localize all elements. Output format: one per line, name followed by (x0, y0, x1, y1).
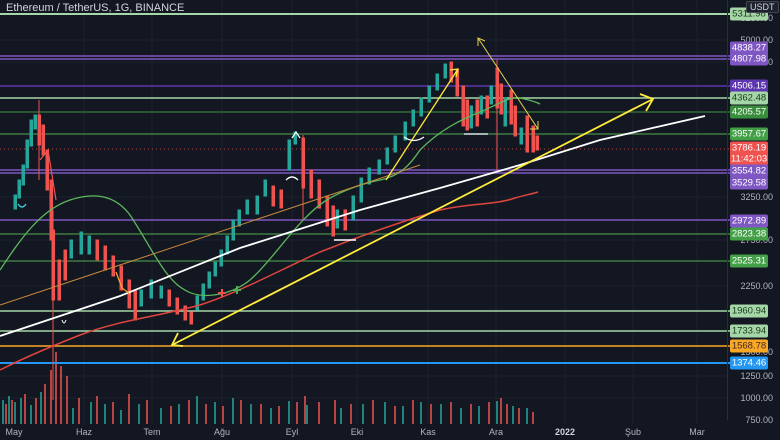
price-level-tag[interactable]: 3957.67 (730, 127, 768, 141)
price-level-tag[interactable]: 3554.82 (730, 164, 768, 178)
yellow-trendline (171, 98, 654, 346)
price-level-tag[interactable]: 4838.27 (730, 41, 768, 55)
candles (13, 60, 539, 400)
orange-marker (115, 271, 131, 295)
yellow-arrow-head-left (170, 332, 184, 347)
horizontal-levels (0, 13, 730, 364)
price-level-tag[interactable]: 11:42:03 (730, 152, 768, 166)
volume-bars (2, 352, 534, 424)
time-axis-label: Haz (75, 427, 93, 437)
price-level-tag[interactable]: 1733.94 (730, 324, 768, 338)
red-cross-marker (218, 289, 226, 297)
time-axis-label: Ağu (213, 427, 231, 437)
price-level-tag[interactable]: 2525.31 (730, 254, 768, 268)
white-curve-2 (285, 176, 299, 181)
currency-label[interactable]: USDT (746, 1, 779, 13)
time-axis-label: Eyl (285, 427, 299, 437)
price-level-tag[interactable]: 2823.38 (730, 227, 768, 241)
price-level-tag[interactable]: 4362.48 (730, 91, 768, 105)
time-axis-label: Ara (488, 427, 504, 437)
time-axis[interactable]: May Haz Tem Ağu Eyl Eki Kas Ara 2022 Şub Mar (0, 424, 727, 440)
white-curve-1 (403, 136, 425, 142)
time-axis-label: Tem (143, 427, 161, 437)
cyan-marker (17, 203, 27, 208)
yellow-arrow-up (385, 68, 459, 181)
ma-red (0, 191, 539, 371)
time-axis-label: Eki (350, 427, 364, 437)
time-axis-label: 2022 (554, 427, 576, 437)
green-cross-marker (233, 286, 241, 294)
price-level-tag[interactable]: 3786.19 (730, 141, 768, 155)
chart-title: Ethereum / TetherUS, 1G, BINANCE (6, 2, 185, 14)
price-axis-tick: 2250.00 (740, 281, 773, 291)
price-level-tag[interactable]: 3529.58 (730, 176, 768, 190)
white-curve-3 (291, 130, 301, 139)
price-level-tag[interactable]: 1568.78 (730, 339, 768, 353)
price-level-tag[interactable]: 4205.57 (730, 105, 768, 119)
price-level-tag[interactable]: 1960.94 (730, 304, 768, 318)
grid (0, 0, 727, 424)
price-axis-tick: 750.00 (745, 415, 773, 425)
price-level-tag[interactable]: 1374.46 (730, 356, 768, 370)
price-level-tag[interactable]: 4807.98 (730, 52, 768, 66)
yellow-arrow-head-right (639, 93, 655, 112)
time-axis-label: Mar (689, 427, 705, 437)
time-axis-label: Şub (624, 427, 642, 437)
price-axis-tick: 3250.00 (740, 192, 773, 202)
white-small-u (61, 319, 67, 324)
time-axis-label: May (5, 427, 23, 437)
price-axis-tick: 1250.00 (740, 371, 773, 381)
red-marker (39, 148, 57, 201)
time-axis-label: Kas (420, 427, 436, 437)
white-trendline (0, 115, 706, 337)
price-axis-tick: 1000.00 (740, 393, 773, 403)
price-axis-tick: 5000.00 (740, 35, 773, 45)
yellow-arrow-down (477, 37, 539, 130)
price-level-tag[interactable]: 4506.15 (730, 79, 768, 93)
price-level-tag[interactable]: 2972.89 (730, 214, 768, 228)
orange-channel-line (0, 164, 421, 306)
ma-green (0, 97, 541, 297)
